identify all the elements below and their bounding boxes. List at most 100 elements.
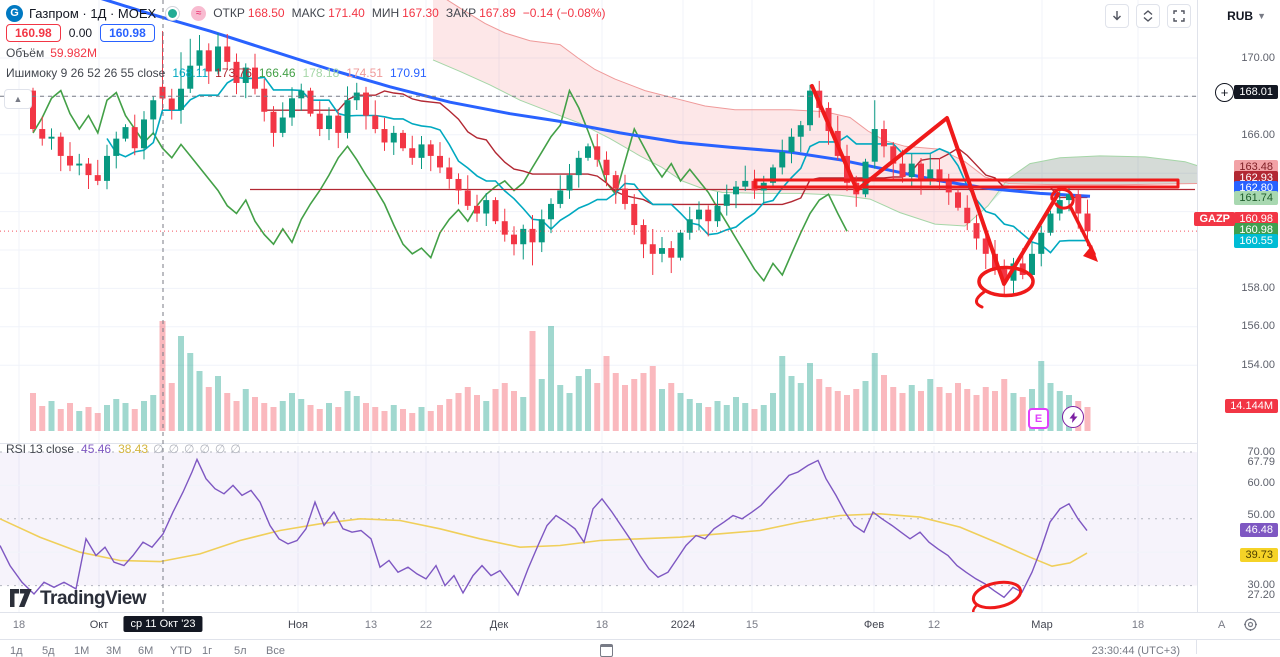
collapse-pane-button[interactable]: ▲	[4, 89, 32, 109]
time-axis-tick: 13	[364, 619, 378, 631]
market-status-icon[interactable]	[166, 6, 183, 20]
notifications-icon[interactable]: ≈	[191, 5, 207, 21]
lightning-icon[interactable]	[1062, 406, 1084, 428]
volume-label: Объём	[6, 46, 45, 60]
ohlc-value: 167.89	[479, 6, 516, 20]
currency-label: RUB	[1227, 9, 1254, 23]
bolt-glyph	[1069, 411, 1077, 423]
hand-drawn-annotations[interactable]	[753, 84, 1180, 612]
ohlc-label: ЗАКР	[445, 6, 477, 20]
price-axis-label: 50.00	[1247, 509, 1275, 521]
range-button[interactable]: 3М	[106, 645, 122, 657]
annotation-down-arrow-shaft[interactable]	[1068, 204, 1096, 256]
calendar-icon[interactable]	[600, 644, 613, 657]
change-value: −0.14 (−0.08%)	[522, 6, 606, 20]
maximize-icon	[1143, 10, 1153, 22]
ohlc-value: 168.50	[247, 6, 285, 20]
time-axis-tick: Фев	[863, 619, 885, 631]
arrow-down-icon	[1113, 11, 1121, 21]
ohlc-values: ОТКР 168.50 МАКС 171.40 МИН 167.30 ЗАКР 167.89−…	[206, 6, 605, 20]
annotation-loop-scribble[interactable]	[1050, 187, 1075, 210]
watermark-text: TradingView	[40, 588, 147, 609]
range-button[interactable]: 6М	[138, 645, 154, 657]
rsi-empty-value: ∅	[168, 442, 180, 456]
maximize-pane-button[interactable]	[1136, 4, 1160, 28]
price-axis-price-box: 39.73	[1240, 548, 1278, 562]
crosshair-time-label: ср 11 Окт '23	[123, 616, 203, 632]
price-axis-price-box: 168.01	[1234, 85, 1278, 99]
annotation-down-arrow-head[interactable]	[1083, 245, 1098, 262]
volume-value: 59.982M	[50, 46, 97, 60]
annotation-rsi-circle[interactable]	[971, 578, 1023, 611]
scroll-to-recent-button[interactable]	[1105, 4, 1129, 28]
range-button[interactable]: 1д	[10, 645, 23, 657]
ichimoku-values: 168.11 173.76 166.46 178.18 174.51 170.91	[165, 66, 426, 80]
volume-amount: 59.982M	[50, 46, 97, 60]
price-axis-label: 70.00	[1247, 446, 1275, 458]
currency-selector[interactable]: RUB ▼	[1221, 4, 1272, 28]
add-alert-plus-icon[interactable]: +	[1215, 83, 1234, 102]
annotation-resistance-box[interactable]	[753, 178, 1180, 189]
range-button[interactable]: 1г	[202, 645, 213, 657]
range-button[interactable]: YTD	[170, 645, 192, 657]
time-axis-tick: 22	[419, 619, 433, 631]
ichimoku-legend[interactable]: Ишимоку 9 26 52 26 55 close 168.11 173.76…	[6, 64, 606, 82]
price-axis-price-box: 46.48	[1240, 523, 1278, 537]
fullscreen-button[interactable]	[1167, 4, 1191, 28]
rsi-empty-values: ∅ ∅ ∅ ∅ ∅ ∅	[148, 442, 241, 456]
axis-auto-label[interactable]: A	[1218, 619, 1226, 631]
clock-time[interactable]: 23:30:44 (UTC+3)	[1091, 645, 1180, 657]
time-axis-tick: Дек	[489, 619, 509, 631]
price-axis-label: 158.00	[1241, 282, 1275, 294]
bottom-toolbar[interactable]: 23:30:44 (UTC+3) 1д 5д 1М 3М 6М YTD 1г 5л Все	[0, 639, 1280, 657]
price-axis-label: 154.00	[1241, 359, 1275, 371]
earnings-badge[interactable]: E	[1028, 408, 1049, 429]
chart-canvas[interactable]	[0, 0, 1197, 612]
ichimoku-value: 178.18	[302, 66, 340, 80]
time-axis-tick: Окт	[89, 619, 109, 631]
symbol-tag: GAZP	[1194, 212, 1235, 226]
tradingview-logo-icon	[10, 589, 32, 607]
fullscreen-icon	[1173, 10, 1185, 22]
range-button[interactable]: Все	[266, 645, 285, 657]
price-axis-price-box: 160.98	[1234, 223, 1278, 237]
price-axis-price-box: 160.98	[1234, 212, 1278, 226]
rsi-empty-value: ∅	[214, 442, 226, 456]
tradingview-watermark: TradingView	[10, 588, 147, 610]
time-axis[interactable]: ср 11 Окт '23 A 18 Окт Ноя 13 22 Дек 18 2024 15 Ф…	[0, 612, 1280, 639]
gear-icon[interactable]	[1243, 617, 1258, 637]
ohlc-value: 171.40	[328, 6, 365, 20]
rsi-empty-value: ∅	[199, 442, 210, 456]
divider	[1196, 640, 1197, 654]
ohlc-label: ОТКР	[213, 6, 245, 20]
range-button[interactable]: 1М	[74, 645, 90, 657]
symbol-title[interactable]: Газпром · 1Д · MOEX	[29, 5, 157, 21]
rsi-empty-value: ∅	[184, 442, 195, 456]
annotation-rsi-circle-tail[interactable]	[972, 603, 979, 612]
range-button[interactable]: 5д	[42, 645, 55, 657]
annotation-low-circle-tail[interactable]	[975, 290, 986, 309]
price-axis-label: 170.00	[1241, 52, 1275, 64]
rsi-empty-value: ∅	[230, 442, 241, 456]
quote-row: 160.98 0.00 160.98	[6, 24, 606, 42]
annotation-trend-zigzag[interactable]	[810, 84, 1060, 286]
time-axis-tick: 15	[745, 619, 759, 631]
rsi-empty-value: ∅	[153, 442, 164, 456]
gazprom-logo: G	[6, 4, 23, 22]
price-axis-label: 166.00	[1241, 129, 1275, 141]
volume-legend[interactable]: Объём 59.982M	[6, 44, 606, 62]
price-axis-price-box: 163.48	[1234, 160, 1278, 174]
ohlc-label: МАКС	[291, 6, 326, 20]
price-axis[interactable]: 170.00 166.00 158.00 156.00 154.00 70.00 67.79…	[1194, 0, 1280, 638]
rsi-legend[interactable]: RSI 13 close 45.46 38.43 ∅ ∅ ∅ ∅ ∅ ∅	[6, 440, 241, 458]
price-axis-price-box: 14.144M	[1225, 399, 1278, 413]
time-axis-tick: 18	[12, 619, 26, 631]
ichimoku-value: 173.76	[215, 66, 252, 80]
ichimoku-label: Ишимоку 9 26 52 26 55 close	[6, 66, 166, 80]
time-axis-tick: 12	[927, 619, 941, 631]
symbol-row[interactable]: G Газпром · 1Д · MOEX ≈ ОТКР 168.50 МАКС 17…	[6, 4, 606, 22]
range-button[interactable]: 5л	[234, 645, 247, 657]
annotation-low-circle[interactable]	[977, 265, 1035, 298]
rsi-value: 38.43	[118, 442, 149, 456]
time-axis-tick: 18	[1131, 619, 1145, 631]
